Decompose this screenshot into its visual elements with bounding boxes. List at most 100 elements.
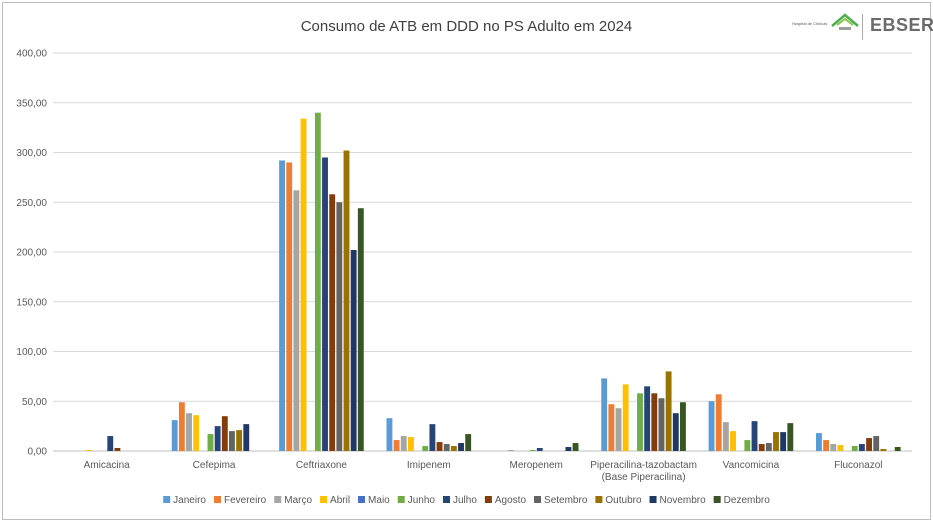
bar [773,432,779,451]
legend-swatch [163,496,171,503]
bar [722,422,729,451]
bar [615,408,622,451]
bar [873,436,880,451]
legend-swatch [534,496,542,503]
legend-label: Fevereiro [224,495,267,506]
bar [386,418,393,451]
x-tick-label: Amicacina [84,460,131,471]
bar [407,437,414,451]
bar [851,446,858,451]
bar [343,150,350,451]
bar [458,443,464,451]
bar [858,444,865,451]
bar [816,433,822,451]
legend-item: Janeiro [163,495,206,506]
bar [880,449,887,451]
legend-swatch [320,496,328,503]
bar [107,436,114,451]
bar [765,443,772,451]
legend-item: Maio [358,495,390,506]
legend-swatch [442,496,450,503]
bar [350,250,357,451]
bar [658,398,665,451]
bar [293,190,300,451]
bar [529,450,536,451]
legend-item: Agosto [484,495,526,506]
bar [708,401,715,451]
x-tick-label: Fluconazol [834,460,882,471]
legend-item: Novembro [649,495,706,506]
x-tick-label: Ceftriaxone [296,460,348,471]
y-tick-label: 300,00 [16,148,47,159]
bar [186,413,192,451]
bar [744,440,751,451]
bar [393,440,400,451]
bar [207,434,214,451]
brand-name: EBSERH [870,15,933,35]
legend-label: Março [284,495,312,506]
bar [286,162,293,451]
bar [758,444,765,451]
bar [601,378,608,451]
legend-label: Maio [368,495,390,506]
bar [672,413,679,451]
bar [221,416,228,451]
x-tick-label: Piperacilina-tazobactam [590,460,697,471]
bar [336,202,343,451]
bar [651,393,658,451]
legend-label: Dezembro [724,495,771,506]
x-tick-label: Vancomicina [723,460,780,471]
bar [314,112,321,451]
legend-item: Julho [442,495,477,506]
x-tick-label: Imipenem [407,460,451,471]
bar [178,402,185,451]
legend-label: Janeiro [173,495,206,506]
x-tick-label: (Base Piperacilina) [602,472,686,483]
y-tick-label: 50,00 [22,397,47,408]
bar [780,432,787,451]
legend-swatch [358,496,366,503]
bar [465,434,472,451]
bar [572,443,579,451]
bar [443,444,450,451]
bar [787,423,794,451]
bar [400,436,407,451]
x-tick-label: Cefepima [193,460,236,471]
legend: Janeiro Fevereiro Março Abril Maio Junho Julho… [163,495,770,506]
bar [680,402,686,451]
bar [300,118,307,452]
legend-swatch [274,496,282,503]
y-tick-label: 250,00 [16,198,47,209]
legend-label: Abril [330,495,350,506]
bar [565,447,572,451]
hospital-logo-text: Hospital de Clínicas [792,21,828,26]
legend-item: Setembro [534,495,588,506]
bar [243,424,250,451]
y-axis-ticks: 0,00 50,00 100,00 150,00 200,00 250,00 300,00 3… [16,49,47,458]
x-axis-labels: Amicacina Cefepima Ceftriaxone Imipenem Mero… [84,460,883,483]
legend-item: Outubro [595,495,642,506]
bar [622,384,629,451]
bar [665,371,672,451]
bar [894,447,901,451]
legend-swatch [213,496,221,503]
y-tick-label: 100,00 [16,347,47,358]
bar [837,445,844,451]
bar [85,450,92,451]
bar [229,431,235,451]
bar [450,446,457,451]
bar [436,442,443,451]
bar [171,420,178,451]
y-tick-label: 150,00 [16,297,47,308]
legend-item: Abril [320,495,350,506]
house-logo-icon [831,13,859,30]
bar [114,448,121,451]
bar [422,446,429,451]
bar [730,431,736,451]
x-tick-label: Meropenem [510,460,563,471]
legend-label: Outubro [605,495,642,506]
bar [637,393,643,451]
legend-swatch [484,496,492,503]
bar [830,444,837,451]
legend-item: Fevereiro [213,495,267,506]
